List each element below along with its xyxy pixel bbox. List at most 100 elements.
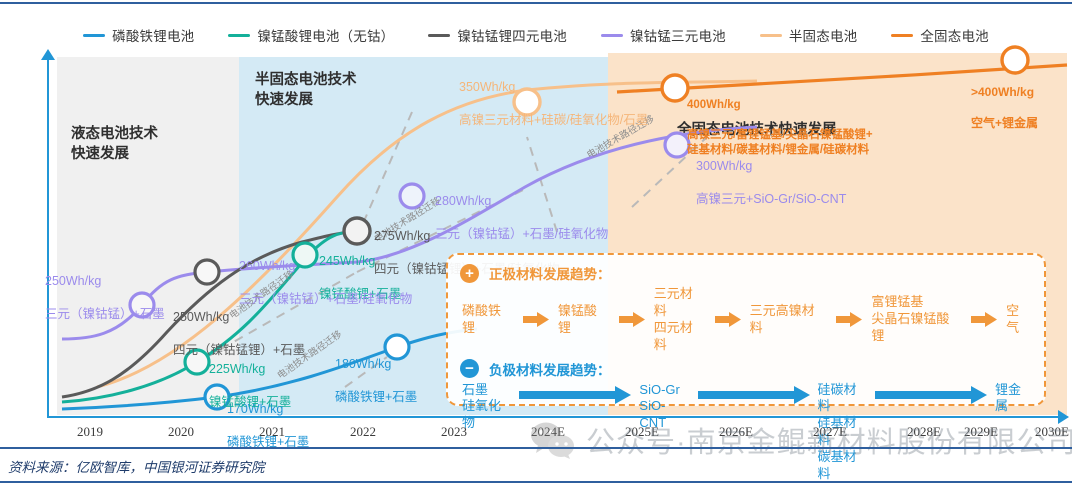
anode-node: SiO-Gr SiO-CNT <box>639 381 680 431</box>
x-tick-label: 2030E <box>1035 424 1069 439</box>
legend-item-lfp[interactable]: 磷酸铁锂电池 <box>83 25 194 45</box>
legend-swatch-icon <box>600 33 623 37</box>
callout-value: >400Wh/kg <box>971 84 1035 99</box>
cathode-node: 空气 <box>1006 302 1020 335</box>
footer-rule-top <box>0 447 1072 449</box>
cathode-node: 磷酸铁锂 <box>462 302 502 335</box>
x-tick-label: 2022 <box>350 424 376 439</box>
marker-semi-2025 <box>512 87 542 117</box>
marker-lfp-2022 <box>203 383 231 411</box>
callout-value: 260Wh/kg <box>239 259 296 274</box>
callout-material: 高镍三元/富锂锰基/尖晶石镍锰酸锂+ 硅基材料/碳基材料/锂金属/硅碳材料 <box>687 128 873 156</box>
legend-label: 全固态电池 <box>920 29 989 44</box>
arrow-right-icon <box>697 385 810 404</box>
x-tick-label: 2024E <box>531 424 565 439</box>
callout-material: 镍锰酸锂+石墨 <box>319 286 402 301</box>
callout-solid-2027: 400Wh/kg 高镍三元/富锂锰基/尖晶石镍锰酸锂+ 硅基材料/碳基材料/锂金… <box>687 83 873 173</box>
legend-swatch-icon <box>228 33 251 37</box>
callout-lnmo-2023: 245Wh/kg 镍锰酸锂+石墨 <box>319 237 401 318</box>
x-tick-label: 2026E <box>719 424 753 439</box>
top-rule <box>0 2 1072 4</box>
callout-value: 250Wh/kg <box>45 274 102 289</box>
footer-rule-bottom <box>0 481 1072 483</box>
callout-material: 三元（镍钴锰）+石墨/硅氧化物 <box>239 291 413 306</box>
callout-material: 磷酸铁锂+石墨 <box>227 434 310 449</box>
callout-value: 275Wh/kg <box>374 229 431 244</box>
migration-dashed-lines <box>206 111 708 388</box>
marker-ncma-2023 <box>342 216 372 246</box>
legend-item-all-solid[interactable]: 全固态电池 <box>891 25 989 45</box>
cathode-node: 镍锰酸锂 <box>557 302 597 335</box>
callout-material: 四元（镍钴锰锂）+石墨 <box>173 342 306 357</box>
source-note: 资料来源：亿欧智库，中国银河证券研究院 <box>8 460 265 475</box>
x-tick-label: 2025E <box>625 424 659 439</box>
callout-material: 三元（镍钴锰）+石墨 <box>45 306 165 321</box>
callout-value: 250Wh/kg <box>173 310 230 325</box>
callout-value: 280Wh/kg <box>435 194 492 209</box>
curve-ncma <box>61 229 358 399</box>
legend-swatch-icon <box>891 33 914 37</box>
arrow-right-icon <box>836 312 863 328</box>
x-tick-label: 2020 <box>168 424 194 439</box>
callout-value: 180Wh/kg <box>335 357 392 372</box>
legend-item-ncm[interactable]: 镍钴锰三元电池 <box>600 25 726 45</box>
legend-item-lnmo[interactable]: 镍锰酸锂电池（无钴） <box>228 25 394 45</box>
x-tick-label: 2021 <box>259 424 285 439</box>
marker-solid-2030 <box>1000 45 1030 75</box>
legend-label: 镍锰酸锂电池（无钴） <box>257 29 395 44</box>
callout-lnmo-2021: 225Wh/kg 镍锰酸锂+石墨 <box>209 345 291 426</box>
legend-label: 镍钴锰锂四元电池 <box>457 29 567 44</box>
curve-lnmo <box>61 229 358 404</box>
x-tick-label: 2019 <box>77 424 103 439</box>
cathode-trend-title: 正极材料发展趋势： <box>489 267 611 282</box>
callout-material: 高镍三元+SiO-Gr/SiO-CNT <box>696 191 847 206</box>
marker-lnmo-2021 <box>183 348 211 376</box>
callout-ncm-2024: 280Wh/kg 三元（镍钴锰）+石墨/硅氧化物 <box>435 177 608 258</box>
cathode-trend-row: 磷酸铁锂 镍锰酸锂 三元材料 四元材料 三元高镍材料 富锂锰基 尖晶石镍锰酸锂 … <box>462 286 1032 354</box>
callout-semi-2025: 350Wh/kg 高镍三元材料+硅碳/硅氧化物/石墨 <box>459 63 648 144</box>
marker-lnmo-2023 <box>291 241 319 269</box>
legend-label: 磷酸铁锂电池 <box>112 29 195 44</box>
callout-ncm-2020: 250Wh/kg 三元（镍钴锰）+石墨 <box>45 257 165 338</box>
marker-ncma-2021 <box>193 258 221 286</box>
callout-lfp-2025: 180Wh/kg 磷酸铁锂+石墨 <box>335 340 417 421</box>
cathode-trend-header: + 正极材料发展趋势： <box>460 263 1032 283</box>
x-tick-label: 2029E <box>964 424 998 439</box>
cathode-node: 三元材料 四元材料 <box>653 286 693 352</box>
callout-value: 400Wh/kg <box>687 98 741 111</box>
material-trend-box: + 正极材料发展趋势： 磷酸铁锂 镍锰酸锂 三元材料 四元材料 三元高镍材料 富… <box>446 253 1046 481</box>
x-tick-label: 2028E <box>907 424 941 439</box>
callout-material: 镍锰酸锂+石墨 <box>209 394 292 409</box>
marker-solid-2027 <box>660 73 690 103</box>
legend-swatch-icon <box>428 33 451 37</box>
callout-lfp-2022: 170Wh/kg 磷酸铁锂+石墨 <box>227 385 309 466</box>
anode-trend-title: 负极材料发展趋势： <box>489 362 611 378</box>
arrow-right-icon <box>874 385 987 404</box>
x-axis <box>47 416 1063 418</box>
x-tick-label: 2027E <box>813 424 847 439</box>
callout-value: 170Wh/kg <box>227 402 284 417</box>
legend-item-semi-solid[interactable]: 半固态电池 <box>759 25 858 45</box>
x-axis-ticks: 2019 2020 2021 2022 2023 2024E 2025E 202… <box>47 424 1069 446</box>
band-title-all-solid: 全固态电池技术快速发展 <box>677 122 837 138</box>
legend-label: 半固态电池 <box>788 29 858 44</box>
callout-material: 高镍三元材料+硅碳/硅氧化物/石墨 <box>459 112 649 127</box>
callout-material: 三元（镍钴锰）+石墨/硅氧化物 <box>435 226 609 241</box>
marker-ncm-2020 <box>128 291 156 319</box>
callout-material: 磷酸铁锂+石墨 <box>335 389 418 404</box>
curve-markers <box>128 45 1030 411</box>
curve-lfp <box>61 327 478 411</box>
callout-value: 350Wh/kg <box>459 80 516 95</box>
legend-item-ncma[interactable]: 镍钴锰锂四元电池 <box>428 25 567 45</box>
minus-icon: − <box>460 359 479 379</box>
callout-value: 300Wh/kg <box>696 159 753 174</box>
marker-ncm-2027 <box>663 131 691 159</box>
band-title-semi-solid: 半固态电池技术 快速发展 <box>255 72 357 108</box>
band-title-liquid: 液态电池技术 快速发展 <box>71 126 158 162</box>
callout-ncma-2021: 250Wh/kg 四元（镍钴锰锂）+石墨 <box>173 293 305 374</box>
anode-trend-row: 石墨 硅氧化物 SiO-Gr SiO-CNT 硅碳材料 硅基材料 碳基材料 锂金… <box>462 382 1032 483</box>
arrow-right-icon <box>522 312 549 328</box>
callout-value: 245Wh/kg <box>319 254 376 269</box>
arrow-right-icon <box>618 312 645 328</box>
callout-material: 空气+锂金属 <box>971 115 1039 130</box>
